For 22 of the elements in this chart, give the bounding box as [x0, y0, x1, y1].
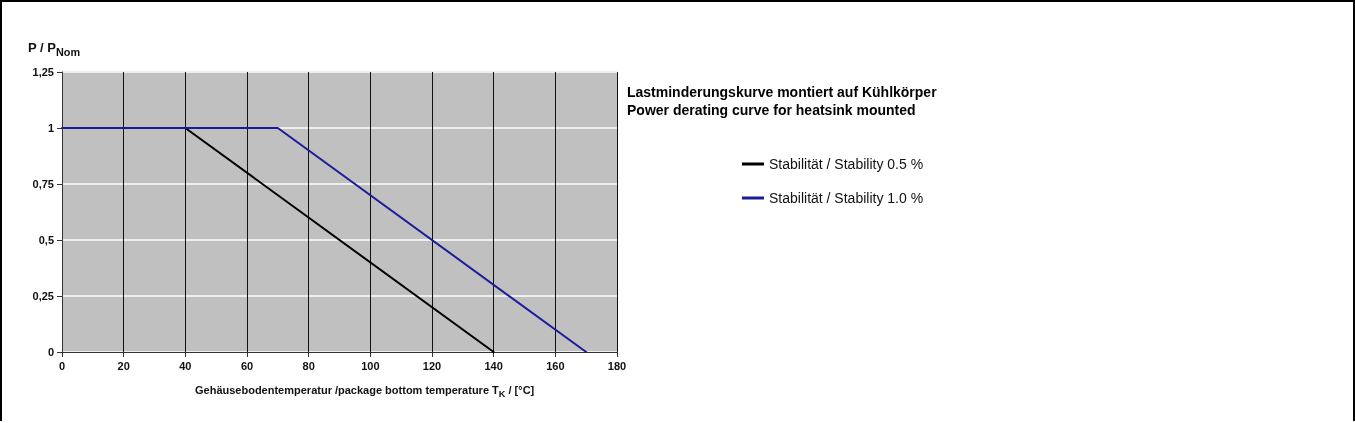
y-tick-label: 0,25 [32, 290, 54, 302]
y-axis-title: P / P$_{Nom}$ [28, 40, 81, 58]
y-tick-label: 1 [47, 122, 54, 134]
y-tick-label: 1,25 [32, 66, 54, 78]
x-axis-title: Gehäusebodentemperatur /package bottom temperature T$_{K}$ / [°C] [195, 384, 535, 400]
x-tick-label: 40 [179, 359, 192, 372]
y-tick-label: 0,5 [38, 234, 54, 246]
text: Power derating curve for heatsink mounted [627, 102, 916, 118]
x-tick-label: 160 [546, 359, 565, 372]
y-tick-label: 0,75 [32, 178, 54, 190]
legend-label: Stabilität / Stability 0.5 % [769, 156, 924, 172]
x-tick-label: 60 [240, 359, 254, 372]
text: Lastminderungskurve montiert auf Kühlkörper [627, 84, 938, 100]
legend-label: Stabilität / Stability 1.0 % [769, 190, 924, 206]
x-tick-label: 0 [58, 359, 66, 372]
x-tick-label: 120 [422, 359, 442, 372]
y-tick-label: 0 [47, 346, 54, 358]
x-tick-label: 20 [117, 359, 130, 372]
x-tick-label: 140 [484, 359, 503, 372]
x-tick-label: 100 [361, 359, 380, 372]
x-tick-label: 80 [302, 359, 315, 372]
x-tick-label: 180 [607, 359, 627, 372]
